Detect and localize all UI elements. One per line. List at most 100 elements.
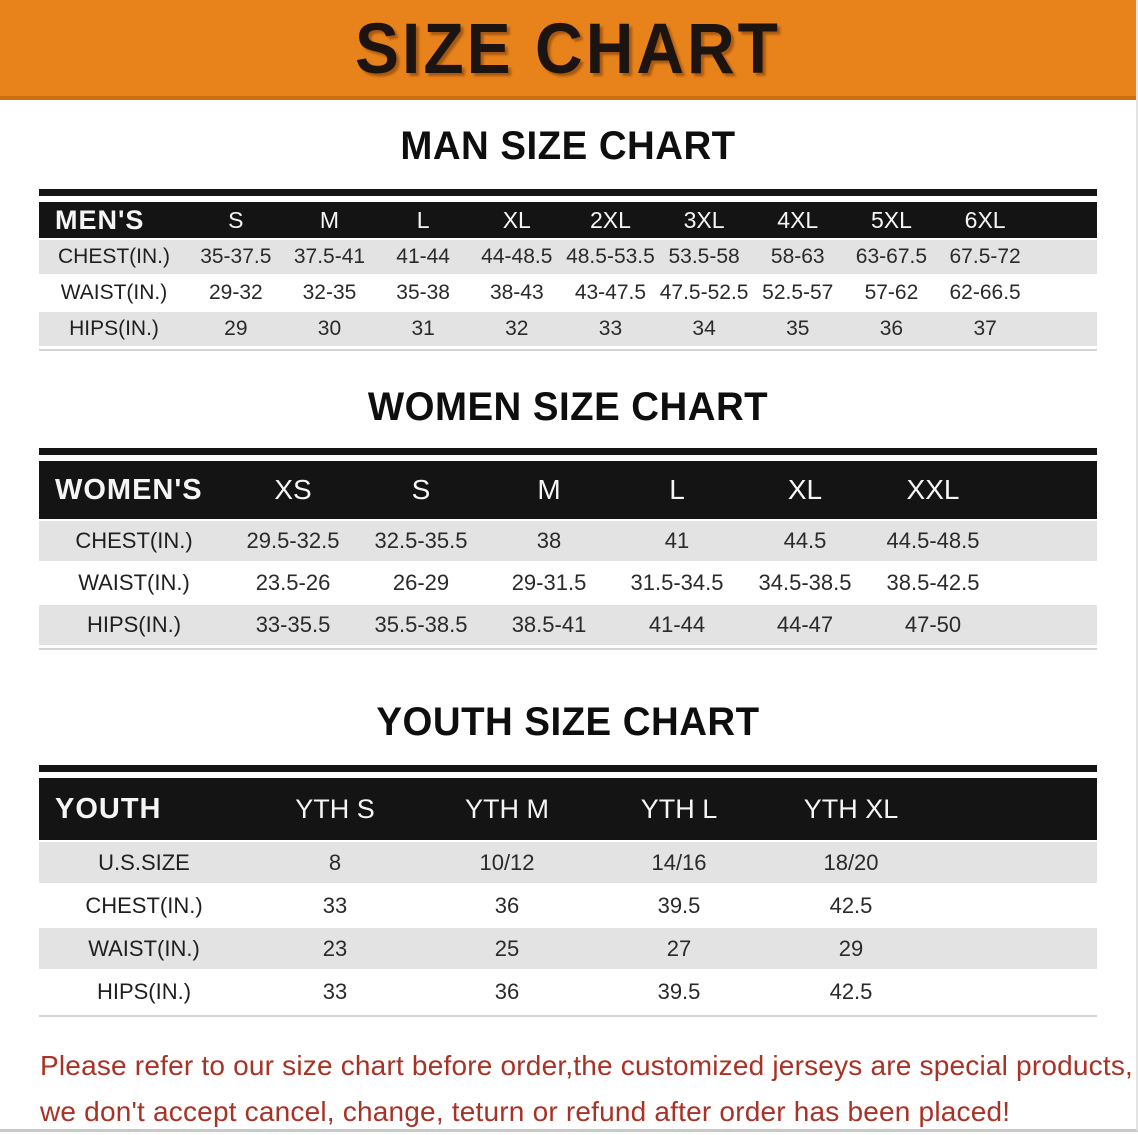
cell: 29 xyxy=(189,312,283,346)
spacer-cell xyxy=(997,521,1097,561)
cell: 33 xyxy=(563,312,658,346)
cell: 33 xyxy=(249,885,421,926)
col-header: S xyxy=(357,461,485,519)
cell: 32 xyxy=(469,312,564,346)
womens-header-row: WOMEN'S XS S M L XL XXL xyxy=(39,461,1097,519)
cell: 23.5-26 xyxy=(229,563,357,603)
cell: 29-31.5 xyxy=(485,563,613,603)
cell: 33-35.5 xyxy=(229,605,357,645)
table-row: U.S.SIZE 8 10/12 14/16 18/20 xyxy=(39,842,1097,883)
cell: 36 xyxy=(421,971,593,1012)
cell: 41 xyxy=(613,521,741,561)
disclaimer-text: Please refer to our size chart before or… xyxy=(40,1043,1136,1135)
spacer-cell xyxy=(937,885,1097,926)
cell: 41-44 xyxy=(376,240,470,274)
cell: 39.5 xyxy=(593,885,765,926)
table-row: HIPS(IN.) 33 36 39.5 42.5 xyxy=(39,971,1097,1012)
cell: 31.5-34.5 xyxy=(613,563,741,603)
table-bottom-line xyxy=(39,648,1097,650)
table-row: CHEST(IN.) 33 36 39.5 42.5 xyxy=(39,885,1097,926)
cell: 35.5-38.5 xyxy=(357,605,485,645)
cell: 37 xyxy=(938,312,1032,346)
cell: 27 xyxy=(593,928,765,969)
cell: 35-37.5 xyxy=(189,240,283,274)
cell: 29 xyxy=(765,928,937,969)
cell: 47.5-52.5 xyxy=(657,276,751,310)
spacer-cell xyxy=(1032,276,1097,310)
col-header: L xyxy=(613,461,741,519)
col-header: 3XL xyxy=(657,202,751,238)
cell: 42.5 xyxy=(765,885,937,926)
spacer-cell xyxy=(937,842,1097,883)
spacer-cell xyxy=(937,971,1097,1012)
cell: 38-43 xyxy=(469,276,564,310)
table-bottom-line xyxy=(39,349,1097,351)
col-header: YTH XL xyxy=(765,778,937,840)
cell: 41-44 xyxy=(613,605,741,645)
cell: 57-62 xyxy=(844,276,939,310)
cell: 29.5-32.5 xyxy=(229,521,357,561)
col-header: M xyxy=(282,202,377,238)
col-header: XL xyxy=(741,461,869,519)
cell: 62-66.5 xyxy=(938,276,1032,310)
col-header: YTH L xyxy=(593,778,765,840)
cell: 52.5-57 xyxy=(750,276,845,310)
table-row: HIPS(IN.) 33-35.5 35.5-38.5 38.5-41 41-4… xyxy=(39,605,1097,645)
table-row: CHEST(IN.) 29.5-32.5 32.5-35.5 38 41 44.… xyxy=(39,521,1097,561)
col-header: 6XL xyxy=(938,202,1032,238)
cell: 42.5 xyxy=(765,971,937,1012)
col-header: M xyxy=(485,461,613,519)
cell: 36 xyxy=(421,885,593,926)
row-label: WAIST(IN.) xyxy=(39,563,229,603)
spacer-cell xyxy=(1032,202,1097,238)
cell: 14/16 xyxy=(593,842,765,883)
cell: 32-35 xyxy=(282,276,377,310)
cell: 35-38 xyxy=(376,276,470,310)
cell: 35 xyxy=(750,312,845,346)
cell: 67.5-72 xyxy=(938,240,1032,274)
col-header: 5XL xyxy=(844,202,939,238)
cell: 8 xyxy=(249,842,421,883)
cell: 63-67.5 xyxy=(844,240,939,274)
col-header: XS xyxy=(229,461,357,519)
row-label: CHEST(IN.) xyxy=(39,521,229,561)
cell: 39.5 xyxy=(593,971,765,1012)
cell: 47-50 xyxy=(869,605,997,645)
cell: 25 xyxy=(421,928,593,969)
col-header: 4XL xyxy=(750,202,845,238)
cell: 33 xyxy=(249,971,421,1012)
women-section-heading: WOMEN SIZE CHART xyxy=(367,385,769,429)
cell: 43-47.5 xyxy=(563,276,658,310)
cell: 58-63 xyxy=(750,240,845,274)
cell: 34.5-38.5 xyxy=(741,563,869,603)
table-row: CHEST(IN.) 35-37.5 37.5-41 41-44 44-48.5… xyxy=(39,240,1097,274)
spacer-cell xyxy=(997,605,1097,645)
cell: 48.5-53.5 xyxy=(563,240,658,274)
cell: 29-32 xyxy=(189,276,283,310)
spacer-cell xyxy=(1032,312,1097,346)
col-header: XXL xyxy=(869,461,997,519)
womens-header-label: WOMEN'S xyxy=(39,461,229,519)
cell: 53.5-58 xyxy=(657,240,751,274)
cell: 32.5-35.5 xyxy=(357,521,485,561)
row-label: WAIST(IN.) xyxy=(39,276,189,310)
row-label: HIPS(IN.) xyxy=(39,971,249,1012)
table-row: WAIST(IN.) 23.5-26 26-29 29-31.5 31.5-34… xyxy=(39,563,1097,603)
row-label: U.S.SIZE xyxy=(39,842,249,883)
banner-title: SIZE CHART xyxy=(355,8,781,88)
cell: 23 xyxy=(249,928,421,969)
cell: 38 xyxy=(485,521,613,561)
table-top-bar xyxy=(39,189,1097,196)
row-label: HIPS(IN.) xyxy=(39,312,189,346)
size-chart-banner: SIZE CHART xyxy=(0,0,1136,100)
table-top-bar xyxy=(39,448,1097,455)
cell: 44-48.5 xyxy=(469,240,564,274)
col-header: 2XL xyxy=(563,202,658,238)
row-label: WAIST(IN.) xyxy=(39,928,249,969)
youth-header-row: YOUTH YTH S YTH M YTH L YTH XL xyxy=(39,778,1097,840)
table-row: WAIST(IN.) 23 25 27 29 xyxy=(39,928,1097,969)
cell: 44.5 xyxy=(741,521,869,561)
cell: 38.5-41 xyxy=(485,605,613,645)
table-row: HIPS(IN.) 29 30 31 32 33 34 35 36 37 xyxy=(39,312,1097,346)
man-section-heading: MAN SIZE CHART xyxy=(400,124,736,168)
